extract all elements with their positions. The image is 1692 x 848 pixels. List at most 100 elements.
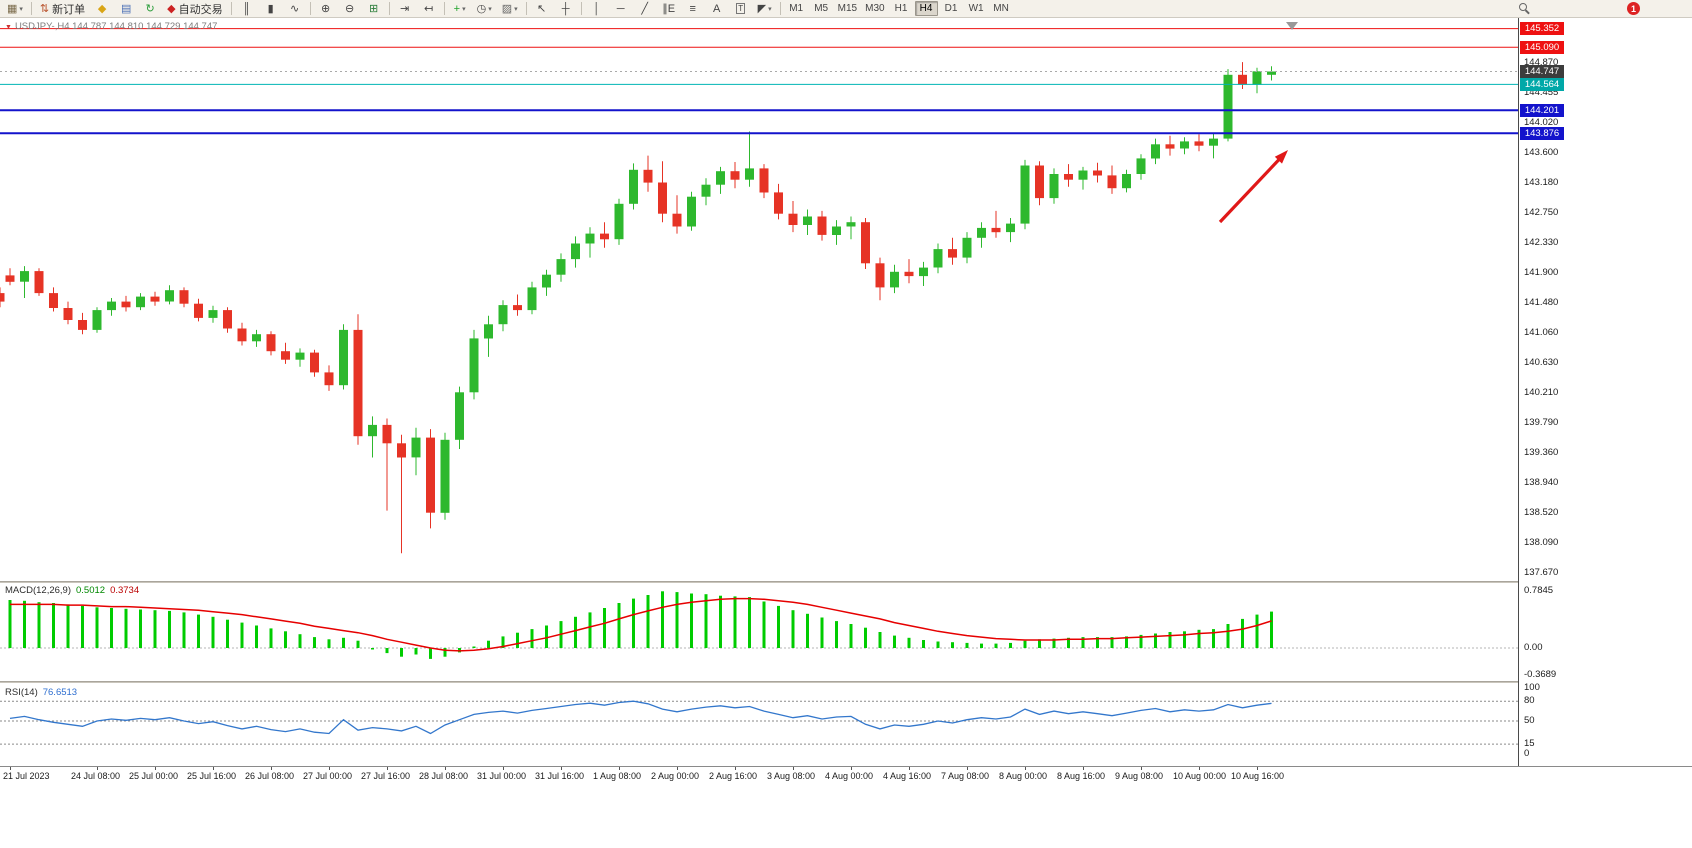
line-chart-icon[interactable]: ∿ bbox=[284, 1, 306, 17]
dropdown-arrow-icon[interactable]: ▾ bbox=[488, 5, 492, 13]
auto-scroll-icon[interactable]: ⇥ bbox=[394, 1, 416, 17]
text-label-icon-glyph: T bbox=[736, 3, 746, 14]
zoom-in-icon-glyph: ⊕ bbox=[321, 2, 331, 15]
timeframe-h1[interactable]: H1 bbox=[894, 3, 908, 14]
macd-panel[interactable] bbox=[0, 583, 1518, 681]
time-axis-label: 26 Jul 08:00 bbox=[245, 771, 295, 781]
timeframe-m5[interactable]: M5 bbox=[814, 3, 829, 14]
time-tick bbox=[155, 767, 156, 770]
notification-badge[interactable]: 1 bbox=[1627, 2, 1640, 15]
text-icon-glyph: A bbox=[712, 2, 721, 15]
timeframe-h4[interactable]: H4 bbox=[914, 1, 938, 16]
macd-scale-label: 0.7845 bbox=[1524, 584, 1554, 596]
timeframe-d1[interactable]: D1 bbox=[944, 3, 958, 14]
algo-trading-button-glyph: ◆ bbox=[167, 2, 176, 15]
dropdown-arrow-icon[interactable]: ▾ bbox=[462, 5, 466, 13]
dropdown-arrow-icon[interactable]: ▾ bbox=[514, 5, 518, 13]
indicators-icon[interactable]: + ▾ bbox=[449, 1, 471, 17]
time-tick bbox=[97, 767, 98, 770]
time-tick bbox=[1025, 767, 1026, 770]
algo-trading-button[interactable]: ◆ 自动交易 bbox=[163, 1, 226, 17]
bar-chart-icon-glyph: ║ bbox=[242, 2, 251, 15]
timeframe-m15[interactable]: M15 bbox=[837, 3, 858, 14]
search-handle-icon bbox=[1525, 9, 1530, 15]
bar-chart-icon[interactable]: ║ bbox=[236, 1, 258, 17]
fibonacci-icon-glyph: ≡ bbox=[689, 2, 696, 15]
tile-windows-icon[interactable]: ⊞ bbox=[363, 1, 385, 17]
mql-wizard-icon[interactable]: ◆ bbox=[91, 1, 113, 17]
trendline-icon[interactable]: ╱ bbox=[634, 1, 656, 17]
macd-value-main: 0.5012 bbox=[76, 585, 106, 596]
time-axis-label: 10 Aug 16:00 bbox=[1231, 771, 1285, 781]
horizontal-line-icon-glyph: ─ bbox=[616, 2, 625, 15]
arrows-icon-glyph: ◤ bbox=[757, 2, 767, 15]
time-axis-label: 1 Aug 08:00 bbox=[593, 771, 642, 781]
time-axis-label: 4 Aug 00:00 bbox=[825, 771, 874, 781]
main-price-chart[interactable] bbox=[0, 18, 1518, 581]
templates-icon[interactable]: ▨ ▾ bbox=[498, 1, 522, 17]
time-axis-label: 31 Jul 16:00 bbox=[535, 771, 585, 781]
channel-icon[interactable]: ∥E bbox=[658, 1, 680, 17]
dropdown-arrow-icon[interactable]: ▾ bbox=[768, 5, 772, 13]
horizontal-line-icon[interactable]: ─ bbox=[610, 1, 632, 17]
candle-chart-icon-glyph: ▮ bbox=[267, 2, 274, 15]
trendline-icon-glyph: ╱ bbox=[641, 2, 648, 15]
time-axis-label: 24 Jul 08:00 bbox=[71, 771, 121, 781]
scripts-icon[interactable]: ▤ bbox=[115, 1, 137, 17]
time-axis-label: 9 Aug 08:00 bbox=[1115, 771, 1164, 781]
text-icon[interactable]: A bbox=[706, 1, 728, 17]
fibonacci-icon[interactable]: ≡ bbox=[682, 1, 704, 17]
text-label-icon[interactable]: T bbox=[730, 1, 752, 17]
candle-chart-icon[interactable]: ▮ bbox=[260, 1, 282, 17]
cursor-icon-glyph: ↖ bbox=[537, 2, 547, 15]
time-tick bbox=[445, 767, 446, 770]
macd-value-signal: 0.3734 bbox=[110, 585, 140, 596]
mql-wizard-icon-glyph: ◆ bbox=[97, 2, 107, 15]
timeframe-w1[interactable]: W1 bbox=[968, 3, 984, 14]
panel-splitter[interactable] bbox=[0, 581, 1692, 583]
rsi-name: RSI(14) bbox=[5, 687, 38, 698]
time-axis-label: 31 Jul 00:00 bbox=[477, 771, 527, 781]
cursor-icon[interactable]: ↖ bbox=[531, 1, 553, 17]
dropdown-arrow-icon[interactable]: ▾ bbox=[19, 5, 23, 13]
scripts-icon-glyph: ▤ bbox=[120, 2, 132, 15]
shift-chart-icon[interactable]: ↤ bbox=[418, 1, 440, 17]
macd-scale-label: 0.00 bbox=[1524, 642, 1543, 653]
templates-icon-glyph: ▨ bbox=[501, 2, 513, 15]
panel-splitter[interactable] bbox=[0, 681, 1692, 683]
rsi-panel[interactable] bbox=[0, 683, 1518, 766]
crosshair-icon[interactable]: ┼ bbox=[555, 1, 577, 17]
price-axis-label: 139.360 bbox=[1524, 447, 1559, 458]
price-badge: 145.090 bbox=[1520, 40, 1564, 54]
time-axis-label: 2 Aug 00:00 bbox=[651, 771, 700, 781]
price-axis-label: 143.600 bbox=[1524, 147, 1559, 158]
price-axis-label: 138.520 bbox=[1524, 507, 1559, 518]
arrows-icon[interactable]: ◤ ▾ bbox=[754, 1, 776, 17]
timeframe-m1[interactable]: M1 bbox=[789, 3, 804, 14]
time-axis[interactable]: 21 Jul 2023 24 Jul 08:00 25 Jul 00:00 25 Ju… bbox=[0, 766, 1692, 788]
time-axis-label: 27 Jul 00:00 bbox=[303, 771, 353, 781]
time-axis-label: 25 Jul 16:00 bbox=[187, 771, 237, 781]
refresh-icon-glyph: ↻ bbox=[145, 2, 155, 15]
toolbar-separator bbox=[388, 2, 390, 15]
toolbar-separator bbox=[30, 2, 32, 15]
vertical-line-icon[interactable]: │ bbox=[586, 1, 608, 17]
zoom-in-icon[interactable]: ⊕ bbox=[315, 1, 337, 17]
timeframe-m30[interactable]: M30 bbox=[865, 3, 885, 14]
timeframe-mn[interactable]: MN bbox=[993, 3, 1009, 14]
price-axis-label: 142.330 bbox=[1524, 237, 1559, 248]
new-order-button[interactable]: ⇅ 新订单 bbox=[36, 1, 89, 17]
search-icon[interactable] bbox=[1519, 3, 1531, 15]
rsi-scale-label: 80 bbox=[1524, 695, 1535, 707]
time-axis-label: 8 Aug 16:00 bbox=[1057, 771, 1106, 781]
new-chart-icon[interactable]: ▦ ▾ bbox=[3, 1, 27, 17]
periods-icon[interactable]: ◷ ▾ bbox=[473, 1, 496, 17]
macd-scale-label: -0.3689 bbox=[1524, 668, 1557, 680]
time-tick bbox=[909, 767, 910, 770]
refresh-icon[interactable]: ↻ bbox=[139, 1, 161, 17]
time-axis-label: 4 Aug 16:00 bbox=[883, 771, 932, 781]
time-axis-label: 10 Aug 00:00 bbox=[1173, 771, 1227, 781]
time-tick bbox=[271, 767, 272, 770]
zoom-out-icon[interactable]: ⊖ bbox=[339, 1, 361, 17]
price-axis[interactable]: 145.290144.870144.455144.020143.600143.1… bbox=[1518, 18, 1692, 766]
